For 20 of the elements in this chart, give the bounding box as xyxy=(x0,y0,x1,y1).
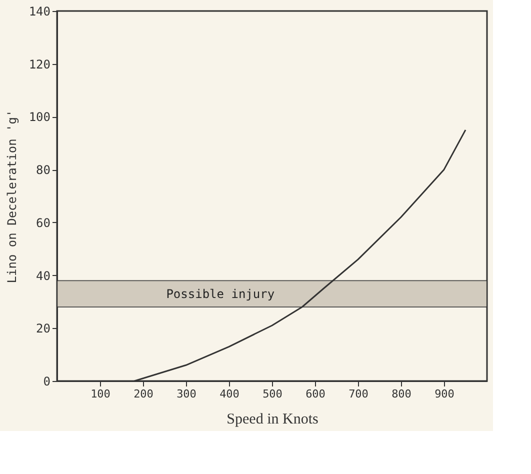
y-axis-title: Lino on Deceleration 'g' xyxy=(4,110,19,284)
y-tick-label: 140 xyxy=(28,4,50,18)
y-tick-label: 80 xyxy=(36,163,50,178)
x-axis-title: Speed in Knots xyxy=(226,412,318,428)
x-tick-label: 400 xyxy=(220,388,240,400)
x-tick-label: 300 xyxy=(176,388,196,400)
y-tick-label: 20 xyxy=(36,322,50,336)
y-tick-label: 120 xyxy=(28,57,50,72)
x-tick-label: 700 xyxy=(348,388,368,400)
x-tick-label: 600 xyxy=(306,388,326,400)
x-tick-label: 500 xyxy=(262,388,282,400)
x-tick-label: 800 xyxy=(392,388,412,400)
x-tick-label: 900 xyxy=(434,388,454,400)
y-tick-label: 40 xyxy=(36,268,50,283)
y-tick-label: 0 xyxy=(43,374,50,388)
x-tick-label: 200 xyxy=(134,388,154,400)
y-tick-label: 60 xyxy=(36,216,50,230)
y-tick-label: 100 xyxy=(28,110,50,124)
x-tick-label: 100 xyxy=(90,388,110,400)
band-label: Possible injury xyxy=(166,286,275,301)
